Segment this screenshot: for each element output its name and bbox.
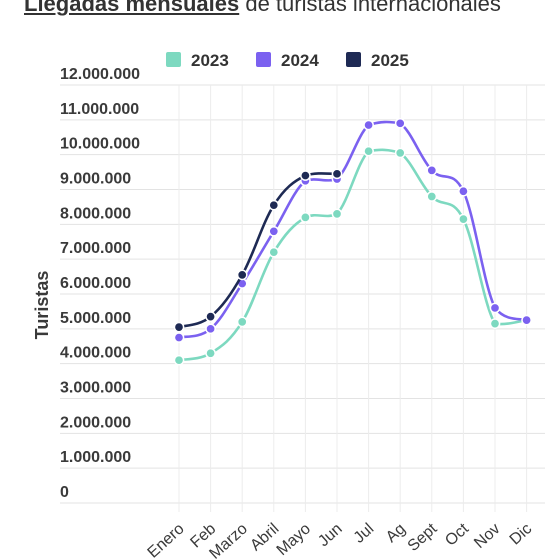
data-point[interactable] [363,145,374,157]
x-tick-label: Oct [442,520,472,550]
x-tick-label: Enero [145,520,188,560]
series-2025 [173,168,343,333]
title-strong: Llegadas mensuales [24,0,240,16]
legend-item-2023: 2023 [166,51,229,70]
x-tick-label: Nov [471,520,504,552]
data-point[interactable] [236,269,248,281]
data-point[interactable] [331,208,343,220]
y-tick-label: 4.000.000 [60,345,131,362]
title-rest: de turistas internacionales [239,0,501,16]
x-tick-label: Mayo [274,520,315,559]
y-axis: 0 1.000.000 2.000.000 3.000.000 4.000.000 5.0… [60,66,140,501]
y-tick-label: 10.000.000 [60,136,140,153]
series-2024 [173,117,532,343]
y-axis-title: Turistas [32,271,52,340]
x-tick-label: Jun [315,520,346,550]
data-point[interactable] [426,164,438,176]
data-point[interactable] [300,212,311,223]
x-tick-label: Sept [405,520,441,555]
data-point[interactable] [173,332,185,343]
legend-item-2025: 2025 [346,51,409,70]
data-point[interactable] [363,119,374,131]
page-title: Llegadas mensuales de turistas internaci… [24,0,501,16]
data-point[interactable] [173,354,185,366]
data-point[interactable] [236,316,248,328]
series-2023 [173,145,532,366]
legend-label: 2025 [371,51,409,70]
y-tick-label: 0 [60,484,69,501]
data-point[interactable] [394,147,406,159]
legend-swatch [166,52,181,67]
data-point[interactable] [489,302,501,314]
y-tick-label: 8.000.000 [60,205,131,222]
data-point[interactable] [489,318,501,329]
y-tick-label: 5.000.000 [60,310,131,327]
y-tick-label: 1.000.000 [60,449,131,466]
data-point[interactable] [394,117,406,129]
legend: 2023 2024 2025 [166,51,409,70]
legend-item-2024: 2024 [256,51,319,70]
y-tick-label: 2.000.000 [60,414,131,431]
data-point[interactable] [458,185,469,197]
series-line-2025 [177,172,339,329]
y-tick-label: 12.000.000 [60,66,140,83]
data-point[interactable] [521,314,532,326]
data-point[interactable] [173,321,185,333]
data-point[interactable] [268,246,280,258]
legend-label: 2024 [281,51,319,70]
y-tick-label: 6.000.000 [60,275,131,292]
data-point[interactable] [205,323,216,335]
legend-swatch [346,52,361,67]
data-point[interactable] [205,311,216,322]
data-point[interactable] [268,199,280,211]
y-tick-label: 11.000.000 [60,101,139,118]
data-point[interactable] [331,168,343,180]
data-point[interactable] [426,191,438,202]
x-tick-label: Dic [507,520,536,548]
data-point[interactable] [458,213,469,225]
series-group [173,117,532,366]
legend-label: 2023 [191,51,229,70]
legend-swatch [256,52,271,67]
x-tick-label: Jul [351,520,378,546]
y-tick-label: 9.000.000 [60,171,131,188]
data-point[interactable] [205,347,216,359]
grid-lines [60,84,545,512]
data-point[interactable] [268,225,280,237]
data-point[interactable] [300,170,311,181]
y-tick-label: 3.000.000 [60,380,131,397]
y-tick-label: 7.000.000 [60,240,131,257]
